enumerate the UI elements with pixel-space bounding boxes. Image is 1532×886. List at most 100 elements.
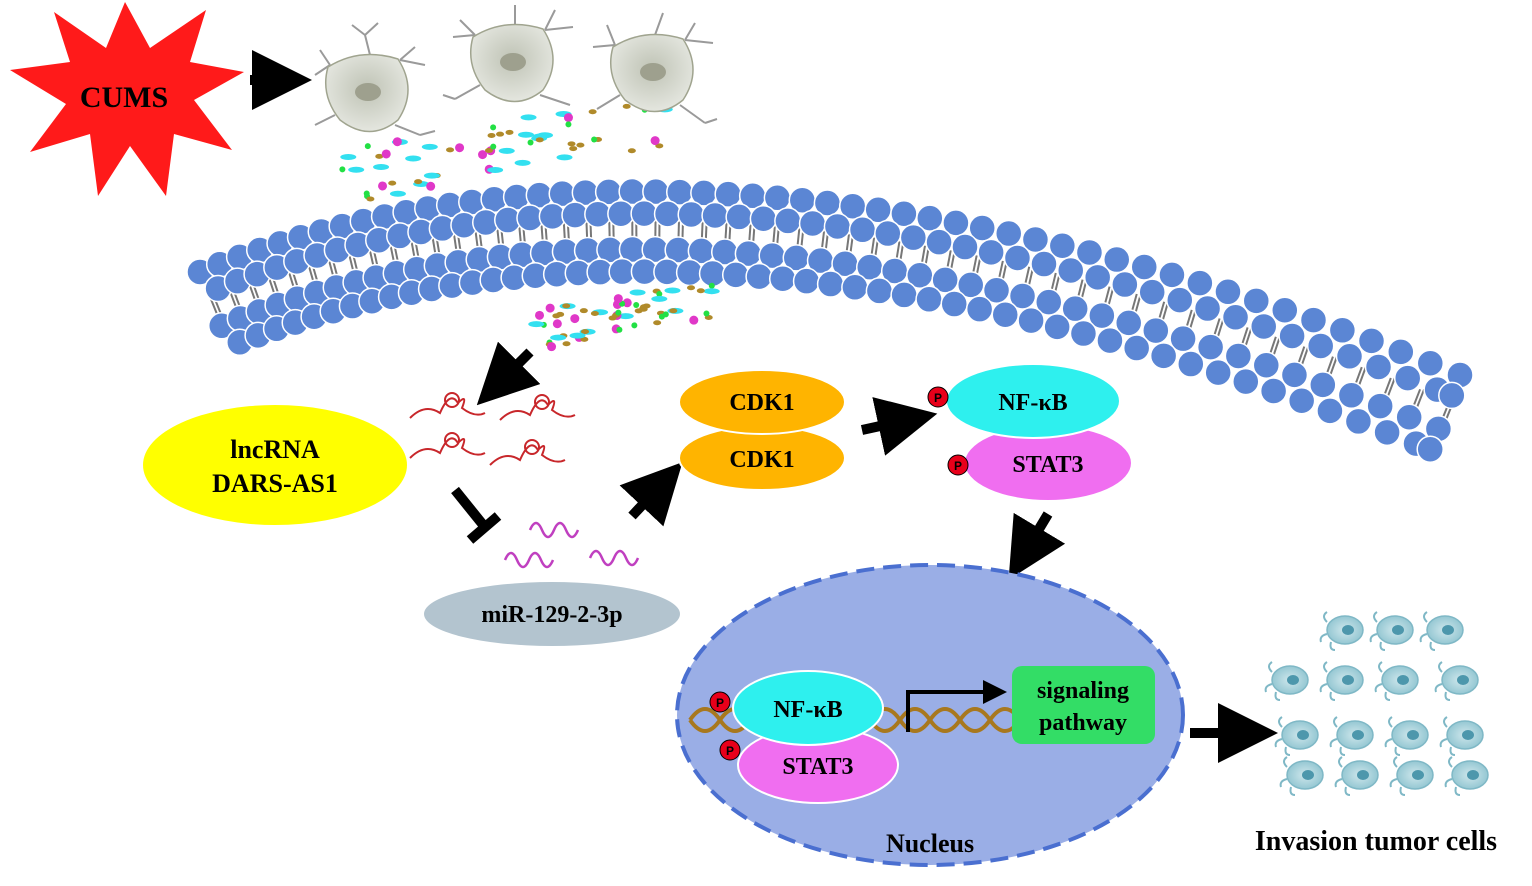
molecule bbox=[653, 320, 662, 326]
molecule bbox=[421, 143, 438, 150]
cell-membrane bbox=[186, 177, 1474, 463]
lipid-head bbox=[1316, 397, 1344, 425]
molecule bbox=[339, 166, 346, 173]
tumor-cell bbox=[1434, 661, 1479, 701]
molecule bbox=[664, 287, 681, 294]
lipid-head bbox=[1416, 349, 1445, 377]
molecule bbox=[591, 136, 598, 143]
molecule bbox=[708, 282, 715, 289]
lipid-head bbox=[1130, 253, 1159, 281]
lipid-head bbox=[607, 199, 635, 228]
lipid-head bbox=[1043, 313, 1071, 341]
lipid-head bbox=[1196, 333, 1225, 361]
lipid-head bbox=[865, 277, 894, 305]
lipid-head bbox=[1306, 332, 1335, 360]
lipid-head bbox=[1335, 342, 1364, 371]
lncrna-structures bbox=[409, 392, 576, 466]
lipid-head bbox=[951, 233, 979, 261]
svg-text:P: P bbox=[954, 459, 962, 473]
lipid-head bbox=[1166, 286, 1194, 314]
lipid-head bbox=[749, 204, 778, 233]
tumor-cell bbox=[1334, 756, 1379, 796]
lipid-head bbox=[956, 271, 985, 299]
lipid-head bbox=[841, 273, 869, 302]
molecule bbox=[392, 137, 402, 147]
lipid-head bbox=[940, 290, 968, 318]
lipid-head bbox=[1169, 324, 1197, 353]
molecule bbox=[375, 153, 384, 159]
lipid-head bbox=[745, 262, 773, 291]
lipid-head bbox=[1438, 381, 1466, 410]
lipid-head bbox=[630, 199, 658, 228]
lipid-head bbox=[1328, 316, 1357, 345]
tumor-cell bbox=[1389, 756, 1434, 796]
nfkb-label: NF-κB bbox=[998, 390, 1067, 416]
molecule bbox=[615, 309, 622, 316]
lipid-head bbox=[1309, 371, 1337, 399]
arrow-complex-to-nucleus bbox=[1008, 511, 1066, 580]
inhibition-lncrna-to-mirna bbox=[451, 486, 502, 544]
lncrna-dars-as1-node: lncRNA DARS-AS1 bbox=[143, 405, 407, 525]
tumor-cells-group bbox=[1264, 611, 1489, 796]
molecule bbox=[478, 150, 488, 160]
lipid-head bbox=[1280, 361, 1309, 389]
cytoplasm-complex: NF-κB STAT3 P P bbox=[927, 363, 1133, 502]
cums-burst: CUMS bbox=[10, 2, 244, 196]
lipid-head bbox=[653, 200, 682, 228]
molecule bbox=[580, 336, 589, 342]
lipid-head bbox=[1373, 418, 1401, 447]
lipid-head bbox=[1056, 256, 1085, 285]
lipid-head bbox=[721, 261, 750, 289]
molecule bbox=[639, 306, 648, 312]
molecule bbox=[689, 315, 699, 325]
stat3-label: STAT3 bbox=[1012, 452, 1083, 478]
signaling-pathway-box bbox=[1012, 666, 1155, 744]
neuron-1 bbox=[314, 22, 436, 136]
molecule bbox=[364, 143, 371, 150]
tumor-cell bbox=[1444, 756, 1489, 796]
arrow-cdk1-to-complex bbox=[860, 397, 938, 456]
nuclear-phospho-stat3: P bbox=[719, 739, 741, 761]
tumor-cell bbox=[1264, 661, 1309, 701]
lipid-head bbox=[1008, 282, 1037, 310]
cdk1-dimer: CDK1 CDK1 bbox=[678, 369, 846, 491]
molecule bbox=[528, 321, 545, 328]
lipid-head bbox=[1357, 327, 1386, 355]
molecule bbox=[686, 285, 695, 291]
lipid-head bbox=[1232, 367, 1260, 396]
lipid-head bbox=[1193, 294, 1222, 323]
lipid-head bbox=[774, 207, 802, 235]
arrow-membrane-to-lncrna bbox=[476, 341, 541, 406]
lipid-head bbox=[561, 201, 589, 229]
svg-text:P: P bbox=[726, 744, 734, 758]
molecule bbox=[405, 155, 422, 162]
lipid-head bbox=[1224, 342, 1253, 370]
molecule bbox=[669, 308, 678, 314]
cdk1-top-label: CDK1 bbox=[729, 390, 794, 416]
molecule bbox=[490, 143, 497, 150]
molecule bbox=[569, 146, 578, 152]
molecule bbox=[545, 303, 555, 313]
lipid-head bbox=[1395, 403, 1423, 432]
lipid-head bbox=[1299, 306, 1328, 334]
tumor-cell bbox=[1274, 716, 1319, 756]
lipid-head bbox=[1021, 225, 1050, 254]
molecule bbox=[535, 137, 544, 143]
molecule bbox=[696, 288, 705, 294]
molecule bbox=[514, 159, 531, 166]
molecule bbox=[588, 109, 597, 115]
lipid-head bbox=[991, 300, 1020, 329]
nucleus-label: Nucleus bbox=[886, 829, 974, 858]
mirna-ellipse bbox=[424, 582, 680, 646]
lipid-head bbox=[1214, 278, 1242, 306]
transcription-arrow bbox=[906, 680, 1007, 732]
pathway-label-line2: pathway bbox=[1039, 710, 1127, 736]
molecule bbox=[517, 131, 534, 138]
lipid-head bbox=[1252, 351, 1281, 379]
red-star-shape bbox=[10, 2, 244, 196]
lipid-head bbox=[1387, 338, 1415, 366]
lipid-head bbox=[798, 209, 827, 238]
tumor-cell bbox=[1279, 756, 1324, 796]
molecule bbox=[569, 332, 586, 339]
arrow-mirna-to-cdk1 bbox=[619, 462, 683, 527]
